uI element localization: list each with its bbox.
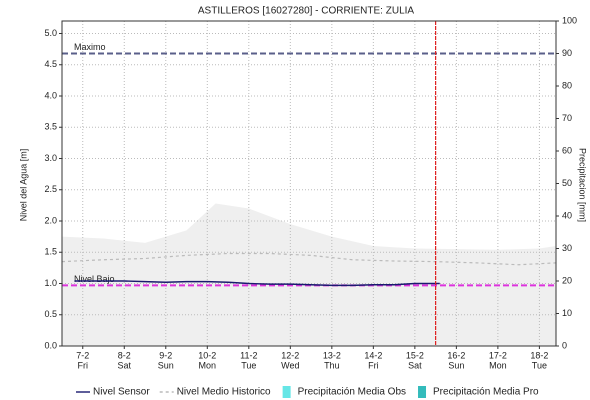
y-tick-label: 4.5: [44, 59, 57, 69]
y-tick-label: 1.0: [44, 278, 57, 288]
x-tick-label: 12-2: [281, 350, 299, 360]
x-tick-label: 13-2: [323, 350, 341, 360]
legend-swatch: [282, 386, 291, 398]
x-tick-weekday: Mon: [199, 360, 217, 370]
x-tick-weekday: Sat: [118, 360, 132, 370]
x-tick-weekday: Fri: [368, 360, 379, 370]
y2-tick-label: 10: [562, 308, 572, 318]
legend-label: Nivel Sensor: [93, 387, 150, 398]
reference-label: Nivel Bajo: [74, 274, 115, 284]
y-axis-label: Nivel del Agua [m]: [18, 149, 28, 222]
y2-tick-label: 90: [562, 48, 572, 58]
x-tick-weekday: Wed: [281, 360, 299, 370]
x-tick-label: 17-2: [489, 350, 507, 360]
y2-tick-label: 0: [562, 340, 567, 350]
y-tick-label: 2.0: [44, 215, 57, 225]
x-tick-weekday: Thu: [324, 360, 340, 370]
y2-tick-label: 40: [562, 210, 572, 220]
legend-label: Precipitación Media Pro: [433, 387, 539, 398]
x-tick-weekday: Tue: [241, 360, 256, 370]
x-tick-weekday: Fri: [78, 360, 89, 370]
y2-tick-label: 50: [562, 178, 572, 188]
plot-frame: [61, 20, 557, 347]
y-tick-label: 3.5: [44, 122, 57, 132]
x-tick-label: 14-2: [364, 350, 382, 360]
y2-tick-label: 80: [562, 80, 572, 90]
y-tick-label: 0.0: [44, 340, 57, 350]
x-tick-weekday: Sat: [408, 360, 422, 370]
y2-tick-label: 20: [562, 275, 572, 285]
y2-axis-label: Precipitacion [mm]: [578, 148, 588, 222]
x-tick-label: 16-2: [447, 350, 465, 360]
x-tick-weekday: Sun: [158, 360, 174, 370]
legend-swatch: [418, 386, 427, 398]
x-tick-weekday: Mon: [489, 360, 507, 370]
x-tick-label: 9-2: [159, 350, 172, 360]
y-tick-label: 1.5: [44, 247, 57, 257]
x-tick-label: 18-2: [530, 350, 548, 360]
legend-label: Precipitación Media Obs: [298, 387, 406, 398]
legend-label: Nivel Medio Historico: [177, 387, 271, 398]
y-tick-label: 4.0: [44, 90, 57, 100]
y2-tick-label: 60: [562, 145, 572, 155]
chart-title: ASTILLEROS [16027280] - CORRIENTE: ZULIA: [198, 6, 415, 17]
y-tick-label: 3.0: [44, 153, 57, 163]
x-tick-label: 7-2: [76, 350, 89, 360]
y2-tick-label: 30: [562, 243, 572, 253]
y-tick-label: 2.5: [44, 184, 57, 194]
series-line: [61, 252, 557, 266]
x-tick-label: 8-2: [118, 350, 131, 360]
y2-tick-label: 70: [562, 113, 572, 123]
y-tick-label: 5.0: [44, 28, 57, 38]
series-line: [74, 280, 440, 287]
reference-label: Maximo: [74, 42, 106, 52]
historic-band: [62, 203, 556, 346]
x-tick-label: 15-2: [406, 350, 424, 360]
x-tick-weekday: Sun: [448, 360, 464, 370]
x-tick-weekday: Tue: [532, 360, 547, 370]
x-tick-label: 11-2: [240, 350, 257, 360]
y-tick-label: 0.5: [44, 309, 57, 319]
y2-tick-label: 100: [562, 15, 577, 25]
x-tick-label: 10-2: [198, 350, 216, 360]
